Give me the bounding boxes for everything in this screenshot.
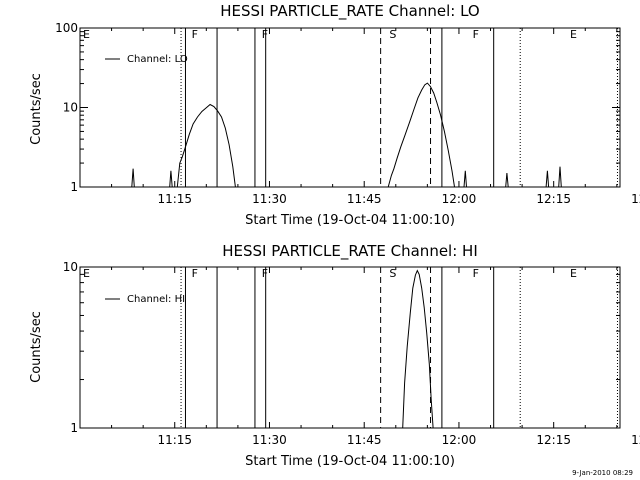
y-tick-label: 100 — [55, 21, 78, 35]
x-tick-label: 11:45 — [347, 433, 382, 447]
x-tick-label: 12:30 — [631, 192, 640, 206]
hi-chart-title: HESSI PARTICLE_RATE Channel: HI — [222, 242, 478, 261]
x-tick-label: 11:30 — [252, 433, 287, 447]
flag-label: S — [389, 28, 396, 41]
flag-label: F — [262, 28, 268, 41]
flag-label: F — [473, 28, 479, 41]
y-tick-label: 10 — [63, 101, 78, 115]
footer-timestamp: 9-Jan-2010 08:29 — [572, 469, 633, 477]
x-tick-label: 12:15 — [536, 433, 571, 447]
y-tick-label: 1 — [70, 180, 78, 194]
x-tick-label: 11:30 — [252, 192, 287, 206]
flag-label: E — [83, 28, 90, 41]
x-tick-label: 11:15 — [157, 433, 192, 447]
plot-frame — [79, 27, 621, 188]
plot-frame — [79, 266, 621, 429]
y-tick-label: 1 — [70, 421, 78, 435]
lo-chart-title: HESSI PARTICLE_RATE Channel: LO — [220, 2, 479, 21]
hi-x-axis-label: Start Time (19-Oct-04 11:00:10) — [245, 454, 455, 469]
lo-y-axis-label: Counts/sec — [29, 73, 44, 145]
flag-label: S — [389, 267, 396, 280]
hi-y-axis-label: Counts/sec — [29, 311, 44, 383]
x-tick-label: 12:00 — [442, 433, 477, 447]
series-line — [131, 82, 562, 188]
hi-channel-panel: HESSI PARTICLE_RATE Channel: HI Start Ti… — [29, 242, 640, 469]
flag-label: F — [192, 28, 198, 41]
y-tick-label: 10 — [63, 260, 78, 274]
lo-legend-label: Channel: LO — [127, 54, 188, 65]
lo-x-axis-label: Start Time (19-Oct-04 11:00:10) — [245, 213, 455, 228]
x-tick-label: 11:45 — [347, 192, 382, 206]
flag-label: F — [473, 267, 479, 280]
flag-label: F — [192, 267, 198, 280]
hi-legend-label: Channel: HI — [127, 294, 185, 305]
flag-label: E — [570, 267, 577, 280]
x-tick-label: 12:30 — [631, 433, 640, 447]
series-line — [402, 269, 434, 429]
x-tick-label: 12:00 — [442, 192, 477, 206]
flag-label: E — [570, 28, 577, 41]
flag-label: E — [83, 267, 90, 280]
x-tick-label: 12:15 — [536, 192, 571, 206]
x-tick-label: 11:15 — [157, 192, 192, 206]
lo-channel-panel: HESSI PARTICLE_RATE Channel: LO Start Ti… — [29, 2, 640, 228]
flag-label: F — [262, 267, 268, 280]
